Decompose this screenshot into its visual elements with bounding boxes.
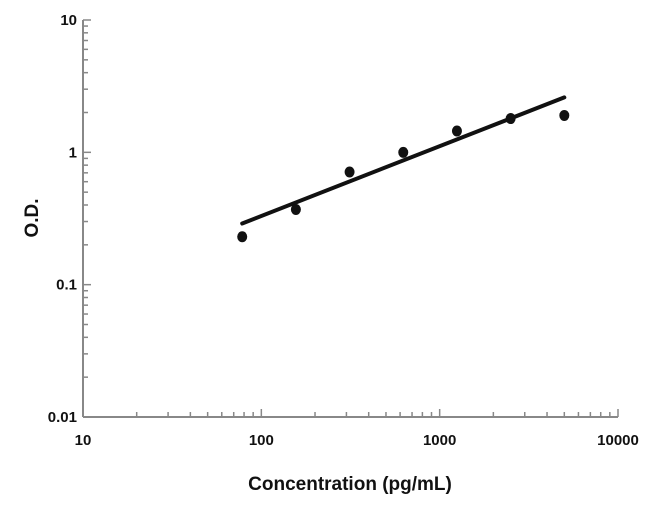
y-tick-label: 1 xyxy=(69,144,77,161)
x-tick-label: 10000 xyxy=(597,432,639,449)
axes: 10 100 1000 10000 0.01 0.1 1 10 xyxy=(48,12,639,449)
data-point xyxy=(237,231,248,243)
data-point xyxy=(290,203,301,215)
data-point xyxy=(451,125,462,137)
y-tick-label: 10 xyxy=(60,12,77,29)
data-point xyxy=(559,109,570,121)
data-point xyxy=(398,146,409,158)
fit-line xyxy=(240,95,567,226)
x-axis-label: Concentration (pg/mL) xyxy=(248,474,452,495)
x-tick-label: 1000 xyxy=(423,432,456,449)
x-tick-label: 100 xyxy=(249,432,274,449)
y-axis-label: O.D. xyxy=(22,198,43,237)
marks xyxy=(237,95,570,243)
data-point xyxy=(505,113,516,125)
x-tick-label: 10 xyxy=(75,432,92,449)
data-point xyxy=(344,166,355,178)
y-tick-label: 0.1 xyxy=(56,277,77,294)
y-tick-label: 0.01 xyxy=(48,409,77,426)
